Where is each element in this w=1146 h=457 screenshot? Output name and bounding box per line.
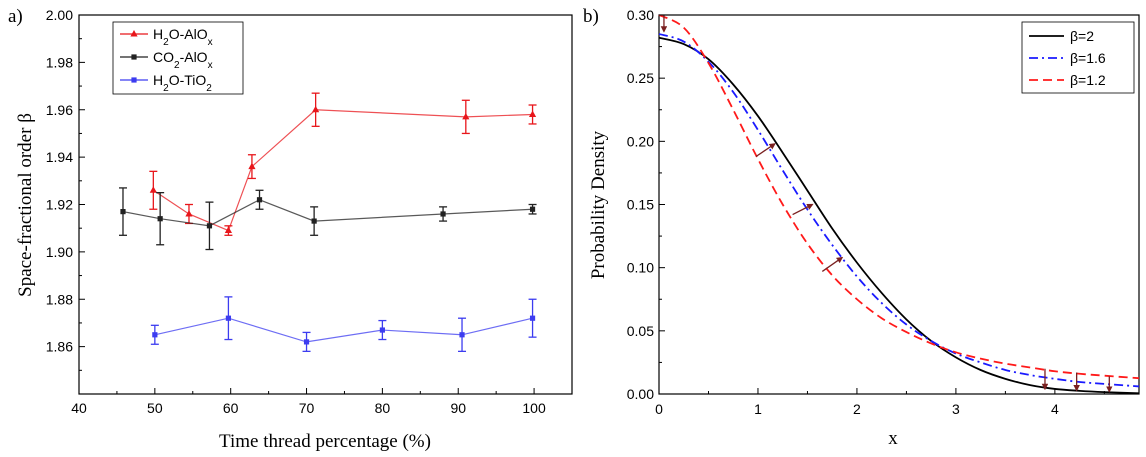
x-tick-label-a: 90 — [450, 400, 466, 416]
legend-swatch-marker — [130, 30, 138, 37]
data-point — [248, 162, 256, 170]
legend-entry-a: H2O-TiO2 — [120, 72, 212, 94]
y-tick-label-a: 1.88 — [46, 291, 73, 307]
legend-label-a: H2O-AlOx — [153, 26, 213, 48]
x-tick-label-a: 100 — [522, 400, 546, 416]
legend-swatch-marker — [131, 54, 137, 60]
data-point — [185, 209, 193, 217]
x-tick-label-a: 60 — [223, 400, 239, 416]
y-tick-label-a: 1.86 — [46, 339, 73, 355]
x-tick-label-a: 80 — [375, 400, 391, 416]
chart-a: a) 40 50 60 70 80 90 100 1.86 1.88 1.90 1.92 1.94 1.… — [8, 6, 573, 452]
y-axis-title-b: Probability Density — [588, 130, 609, 279]
panel-label-a: a) — [8, 6, 23, 27]
y-tick-label-a: 1.90 — [46, 244, 73, 260]
data-point — [225, 315, 232, 321]
legend-label-a: CO2-AlOx — [153, 49, 213, 71]
series-line-a — [154, 317, 533, 343]
y-tick-label-a: 1.96 — [46, 102, 73, 118]
data-point — [529, 206, 536, 212]
legend-entry-b: β=1.6 — [1029, 50, 1106, 66]
annotation-arrow — [821, 256, 844, 272]
legend-label-part: H — [153, 72, 163, 88]
y-tick-label-b: 0.15 — [627, 197, 654, 213]
legend-box-b — [1021, 21, 1135, 94]
x-tick-label-a: 70 — [299, 400, 315, 416]
legend-entry-b: β=1.2 — [1029, 72, 1106, 88]
legend-label-part: x — [208, 37, 213, 48]
legend-label-part: CO — [153, 49, 174, 65]
y-tick-label-b: 0.30 — [627, 7, 654, 23]
data-point — [256, 197, 263, 203]
data-point — [157, 216, 163, 222]
data-point — [311, 218, 317, 224]
series-line-a — [122, 199, 533, 227]
legend-label-part: 2 — [206, 83, 212, 94]
legend-label-a: H2O-TiO2 — [153, 72, 212, 94]
legend-label-part: O-AlO — [169, 26, 208, 42]
data-point — [149, 186, 157, 193]
y-tick-label-a: 1.92 — [46, 197, 73, 213]
y-axis-title-a: Space-fractional order β — [15, 113, 36, 297]
legend-entry-a: CO2-AlOx — [120, 49, 213, 71]
x-tick-label-b: 2 — [853, 401, 861, 417]
data-point — [206, 223, 213, 229]
y-tick-label-b: 0.10 — [627, 260, 654, 276]
y-tick-label-b: 0.25 — [627, 70, 654, 86]
y-tick-label-a: 1.94 — [46, 149, 73, 165]
legend-label-part: 2 — [163, 37, 169, 48]
panel-label-b: b) — [583, 6, 599, 27]
legend-label-b: β=2 — [1070, 28, 1094, 44]
legend-entry-b: β=2 — [1029, 28, 1094, 44]
x-tick-label-b: 1 — [754, 401, 762, 417]
x-tick-label-b: 0 — [655, 401, 663, 417]
legend-label-part: O-TiO — [169, 72, 207, 88]
series-line-b-2 — [658, 14, 1140, 380]
y-tick-label-b: 0.20 — [627, 133, 654, 149]
x-tick-label-a: 40 — [71, 400, 87, 416]
series-line-b-1 — [658, 33, 1140, 388]
x-axis-title-a: Time thread percentage (%) — [219, 431, 431, 452]
legend-swatch-marker — [131, 77, 137, 83]
series-a-0 — [149, 92, 537, 236]
data-point — [459, 332, 465, 338]
x-tick-label-b: 3 — [952, 401, 960, 417]
annotation-arrow — [792, 203, 814, 216]
legend-entry-a: H2O-AlOx — [120, 26, 213, 48]
legend-label-part: 2 — [163, 83, 169, 94]
y-tick-label-a: 2.00 — [46, 7, 73, 23]
annotation-arrow — [755, 143, 776, 158]
legend-b: β=2 β=1.6 β=1.2 — [1021, 21, 1135, 94]
legend-label-part: 2 — [174, 60, 180, 71]
x-tick-label-a: 50 — [147, 400, 163, 416]
x-axis-title-b: x — [888, 428, 898, 449]
data-point — [529, 315, 536, 321]
chart-b: b) 0 1 2 3 4 0.00 0.05 0.10 0.15 0.20 0.25 0.30 x P… — [583, 6, 1140, 449]
y-tick-label-b: 0.05 — [627, 323, 654, 339]
series-a-1 — [118, 187, 537, 251]
data-point — [224, 226, 233, 234]
data-point — [379, 327, 385, 333]
data-point — [120, 209, 126, 215]
data-point — [303, 339, 310, 345]
data-point — [152, 332, 158, 338]
y-tick-label-a: 1.98 — [46, 54, 73, 70]
series-a-2 — [150, 296, 537, 353]
series-line-b-0 — [658, 36, 1140, 395]
x-tick-label-b: 4 — [1051, 401, 1059, 417]
legend-label-b: β=1.2 — [1070, 72, 1106, 88]
legend-label-part: -AlO — [180, 49, 208, 65]
legend-label-part: H — [153, 26, 163, 42]
legend-label-b: β=1.6 — [1070, 50, 1106, 66]
y-tick-label-b: 0.00 — [627, 386, 654, 402]
data-point — [312, 105, 320, 113]
data-point — [440, 211, 446, 217]
legend-label-part: x — [208, 60, 213, 71]
data-point — [462, 112, 470, 120]
data-point — [528, 110, 537, 117]
